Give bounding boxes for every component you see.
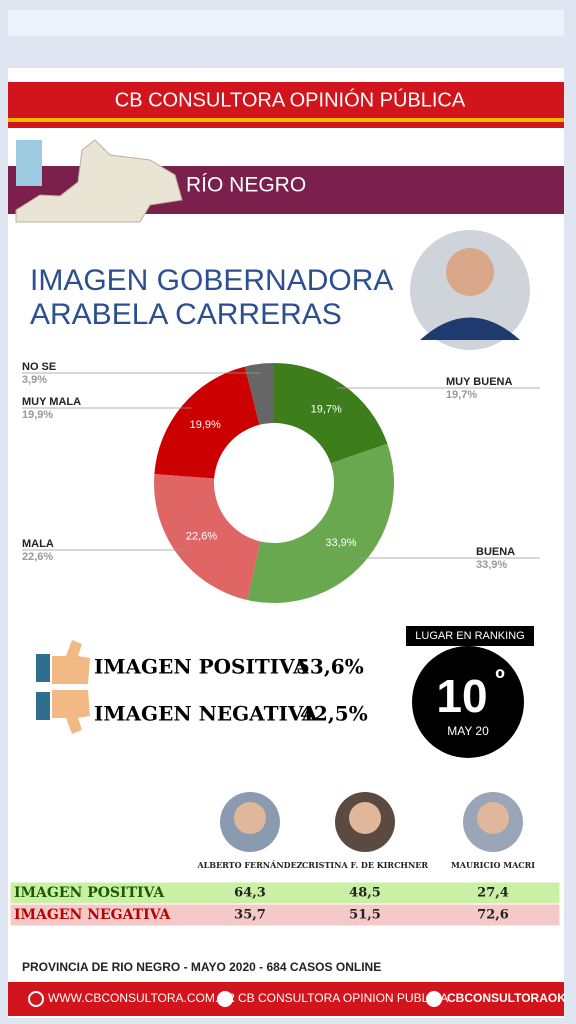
ranking-label-bg	[406, 626, 534, 646]
slice-label: 19,9%	[190, 419, 221, 431]
cell: 27,4	[477, 886, 509, 901]
column-header: ALBERTO FERNÁNDEZ	[196, 860, 302, 870]
ranking-value: 10	[436, 670, 487, 722]
cell: 51,5	[349, 908, 381, 923]
summary-value: 42,5%	[300, 702, 368, 726]
legend-value: 33,9%	[476, 559, 507, 571]
legend-value: 22,6%	[22, 551, 53, 563]
slice-label: 22,6%	[186, 530, 217, 542]
ranking-label: LUGAR EN RANKING	[415, 630, 524, 642]
legend-label: NO SE	[22, 361, 56, 373]
person-face	[349, 802, 381, 834]
footer-facebook: CB CONSULTORA OPINION PUBLICA	[238, 991, 448, 1005]
ranking-date: MAY 20	[447, 724, 489, 738]
ranking-badge	[412, 646, 524, 758]
row-bg	[9, 903, 561, 927]
title-line: ARABELA CARRERAS	[30, 298, 342, 331]
footer-web: WWW.CBCONSULTORA.COM.AR	[48, 991, 235, 1005]
legend-label: BUENA	[476, 546, 515, 558]
donut-chart: 19,7%MUY BUENA19,7%33,9%BUENA33,9%22,6%M…	[22, 361, 540, 603]
column-header: CRISTINA F. DE KIRCHNER	[302, 860, 428, 870]
twitter-icon	[426, 991, 442, 1007]
top-strip	[8, 10, 564, 36]
facebook-icon	[217, 991, 233, 1007]
footer-note: PROVINCIA DE RIO NEGRO - MAYO 2020 - 684…	[22, 960, 381, 974]
column-header: MAURICIO MACRI	[451, 860, 535, 870]
thumb-down	[36, 690, 90, 734]
web-icon	[28, 991, 44, 1007]
summary-value: 53,6%	[296, 655, 364, 679]
slice	[154, 366, 260, 479]
brand: CB CONSULTORA OPINIÓN PÚBLICA	[115, 88, 466, 111]
cell: 72,6	[477, 908, 509, 923]
legend-value: 3,9%	[22, 374, 47, 386]
header-stripe	[8, 118, 564, 122]
legend-label: MALA	[22, 538, 54, 550]
cell: 35,7	[234, 908, 266, 923]
cell: 48,5	[349, 886, 381, 901]
slice	[244, 363, 274, 425]
map-inset	[16, 140, 42, 186]
summary-label: IMAGEN NEGATIVA	[94, 702, 318, 726]
summary-label: IMAGEN POSITIVA	[94, 655, 309, 679]
slice-label: 19,7%	[311, 404, 342, 416]
person-face	[477, 802, 509, 834]
footer-twitter: CBCONSULTORAOK	[447, 991, 566, 1005]
row-label: IMAGEN NEGATIVA	[14, 907, 171, 923]
legend-label: MUY BUENA	[446, 376, 512, 388]
ranking-suffix: º	[495, 663, 505, 693]
photo	[446, 248, 494, 296]
person-face	[234, 802, 266, 834]
slice	[274, 363, 388, 464]
thumb-up	[36, 640, 90, 684]
slice-label: 33,9%	[325, 537, 356, 549]
slice	[247, 443, 395, 603]
map	[15, 139, 183, 223]
slice	[154, 473, 261, 600]
legend-value: 19,7%	[446, 389, 477, 401]
photo	[420, 317, 520, 340]
region: RÍO NEGRO	[186, 174, 306, 197]
legend-value: 19,9%	[22, 409, 53, 421]
title-line: IMAGEN GOBERNADORA	[30, 264, 393, 297]
table: ALBERTO FERNÁNDEZ CRISTINA F. DE KIRCHNER…	[9, 792, 561, 927]
row-label: IMAGEN POSITIVA	[14, 885, 165, 901]
cell: 64,3	[234, 886, 266, 901]
legend-label: MUY MALA	[22, 396, 81, 408]
footer-band	[8, 982, 564, 1016]
